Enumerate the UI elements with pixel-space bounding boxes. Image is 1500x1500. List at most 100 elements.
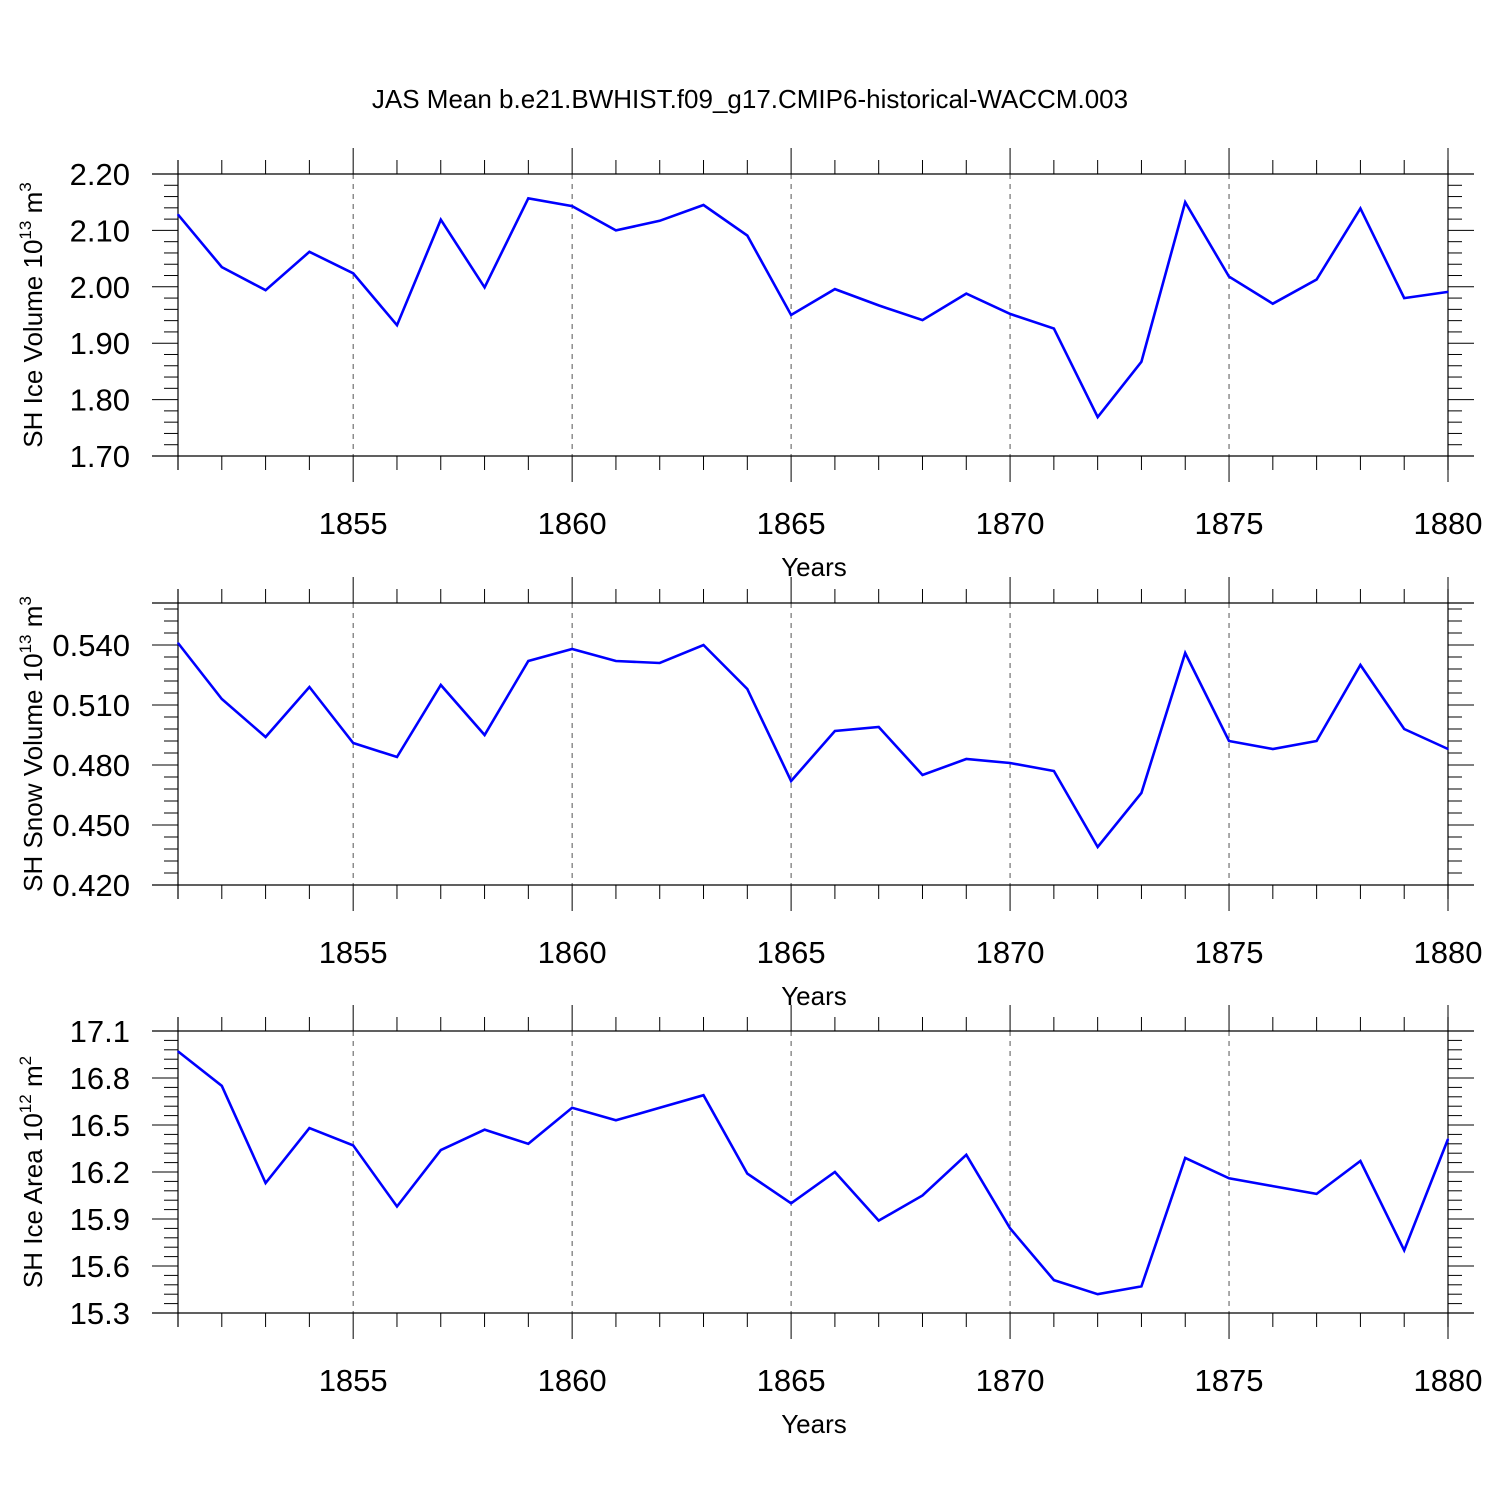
data-point: [834, 1171, 836, 1173]
series-line: [177, 196, 1449, 420]
data-point: [177, 1050, 179, 1053]
x-tick-label: 1875: [1195, 1363, 1264, 1398]
data-point: [921, 319, 924, 321]
data-point: [1228, 275, 1230, 278]
data-point: [1053, 327, 1055, 330]
data-point: [790, 780, 792, 782]
y-tick-label: 16.8: [70, 1061, 130, 1096]
data-point: [1009, 313, 1011, 315]
data-point: [308, 686, 311, 688]
y-axis-label: SH Ice Area 1012 m2: [16, 1056, 48, 1288]
data-point: [1403, 1249, 1406, 1252]
data-point: [615, 229, 617, 232]
data-point: [308, 1127, 311, 1129]
x-axis-label: Years: [781, 552, 847, 582]
data-point: [1447, 291, 1449, 293]
data-point: [1140, 361, 1143, 363]
data-point: [702, 644, 705, 646]
y-tick-label: 17.1: [70, 1014, 130, 1049]
x-tick-label: 1865: [757, 935, 826, 970]
data-point: [790, 314, 792, 316]
x-tick-label: 1865: [757, 1363, 826, 1398]
data-point: [264, 1182, 267, 1184]
data-point: [1359, 664, 1362, 666]
data-point: [1447, 748, 1449, 750]
data-point: [658, 662, 661, 664]
data-point: [658, 1106, 661, 1109]
data-point: [264, 289, 267, 291]
panel-1: 1855 1860 1865 1870 1875 1880 1.70 1.80 1.90 2.00…: [16, 148, 1482, 582]
data-point: [396, 756, 398, 758]
data-point: [527, 197, 530, 200]
data-point: [1184, 1157, 1187, 1159]
y-tick-label: 15.9: [70, 1202, 130, 1237]
data-point: [1184, 652, 1187, 654]
data-point: [352, 742, 354, 744]
y-tick-label: 2.10: [70, 213, 130, 248]
data-point: [571, 1106, 573, 1109]
data-point: [220, 698, 223, 700]
y-tick-label: 15.3: [70, 1296, 130, 1331]
x-tick-label: 1875: [1195, 935, 1264, 970]
data-point: [615, 660, 617, 662]
data-point: [439, 218, 442, 221]
data-point: [1184, 201, 1187, 203]
data-point: [1315, 1193, 1318, 1195]
data-point: [396, 324, 398, 326]
data-point: [921, 1194, 924, 1197]
x-tick-label: 1855: [319, 1363, 388, 1398]
x-tick-label: 1860: [538, 1363, 607, 1398]
y-tick-label: 1.90: [70, 326, 130, 361]
data-point: [965, 758, 968, 760]
data-point: [746, 1172, 749, 1175]
x-tick-label: 1870: [976, 506, 1045, 541]
data-point: [1359, 1160, 1362, 1162]
data-point: [615, 1119, 617, 1122]
data-point: [439, 684, 442, 686]
data-point: [965, 292, 968, 295]
x-tick-label: 1865: [757, 506, 826, 541]
data-point: [483, 286, 486, 289]
data-point: [965, 1153, 968, 1156]
data-point: [1272, 1185, 1274, 1187]
x-tick-label: 1855: [319, 935, 388, 970]
y-tick-label: 15.6: [70, 1249, 130, 1284]
data-point: [1359, 207, 1362, 210]
x-tick-label: 1860: [538, 935, 607, 970]
data-point: [177, 213, 179, 216]
data-point: [352, 1144, 354, 1147]
y-tick-label: 1.70: [70, 439, 130, 474]
data-point: [220, 266, 223, 268]
y-tick-label: 0.420: [52, 868, 130, 903]
data-point: [1315, 740, 1318, 742]
data-point: [1403, 728, 1406, 730]
data-point: [264, 736, 267, 738]
x-axis-label: Years: [781, 981, 847, 1011]
data-point: [1009, 762, 1011, 764]
data-point: [834, 288, 836, 290]
data-point: [439, 1149, 442, 1151]
panel-3: 1855 1860 1865 1870 1875 1880 15.3 15.6 15.9 16.2…: [16, 1005, 1482, 1439]
data-point: [177, 642, 179, 644]
data-point: [1096, 846, 1099, 848]
page-title: JAS Mean b.e21.BWHIST.f09_g17.CMIP6-hist…: [371, 84, 1129, 114]
data-point: [702, 204, 705, 206]
y-tick-label: 2.00: [70, 270, 130, 305]
y-axis-label: SH Ice Volume 1013 m3: [16, 182, 48, 447]
x-tick-label: 1870: [976, 1363, 1045, 1398]
data-point: [396, 1205, 398, 1208]
data-point: [1447, 1138, 1449, 1140]
data-point: [1096, 1293, 1099, 1295]
data-point: [790, 1202, 792, 1205]
panel-2: 1855 1860 1865 1870 1875 1880 0.420 0.450 0.480 0…: [16, 577, 1482, 1011]
x-tick-label: 1860: [538, 506, 607, 541]
data-point: [877, 304, 880, 307]
x-tick-label: 1880: [1414, 506, 1483, 541]
data-point: [352, 272, 354, 275]
y-tick-label: 16.5: [70, 1108, 130, 1143]
data-point: [921, 774, 924, 776]
data-point: [1053, 1279, 1055, 1281]
y-tick-label: 0.480: [52, 748, 130, 783]
series-line: [177, 1050, 1450, 1296]
data-point: [1228, 1177, 1230, 1180]
